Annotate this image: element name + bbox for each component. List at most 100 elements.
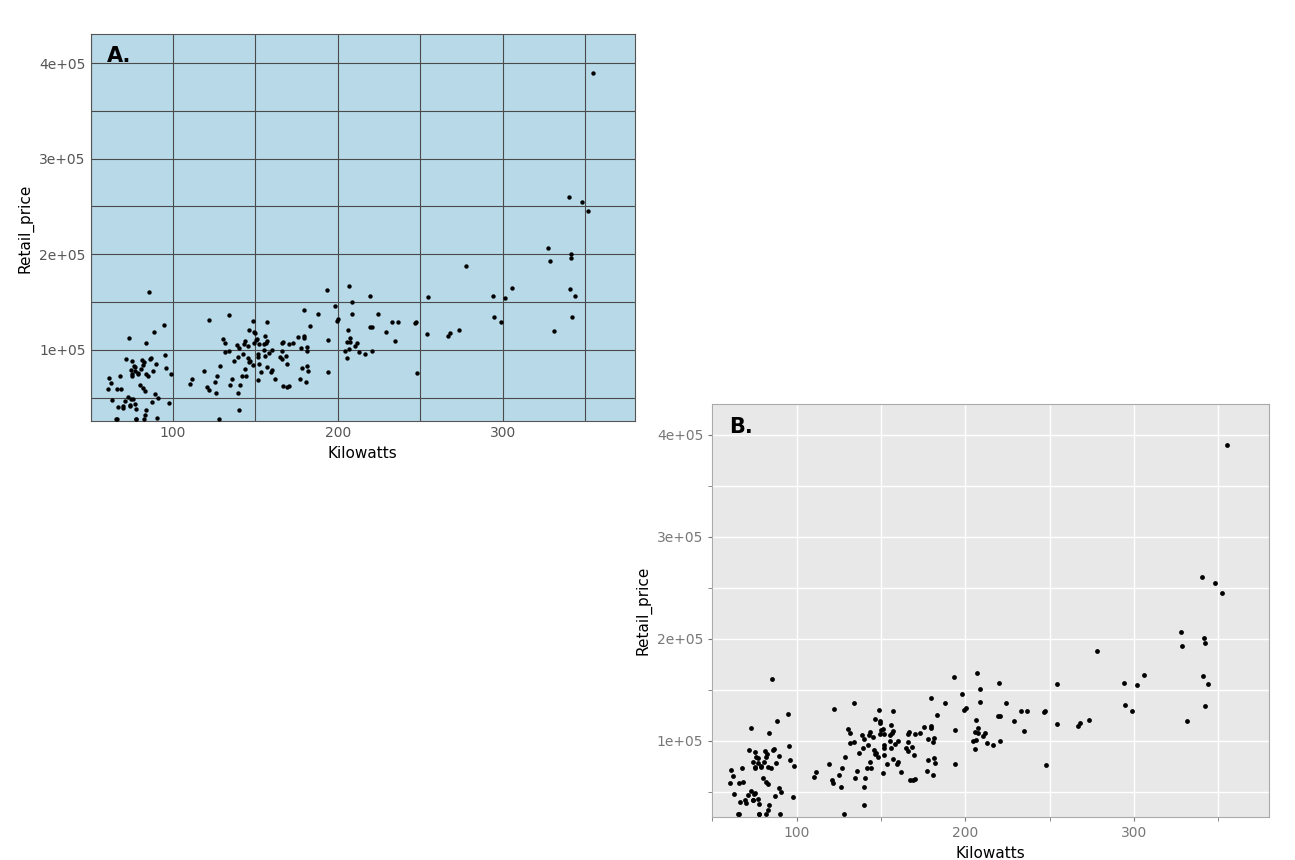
Point xyxy=(290,372,311,385)
Point xyxy=(758,803,778,817)
Point xyxy=(934,696,954,709)
Point xyxy=(855,771,875,785)
Point xyxy=(989,710,1010,723)
Point xyxy=(831,761,852,775)
Point xyxy=(741,783,761,797)
Point xyxy=(767,715,787,728)
Point xyxy=(970,682,991,696)
Point xyxy=(1216,438,1237,452)
Point xyxy=(847,765,868,778)
Point xyxy=(751,760,772,774)
Point xyxy=(146,357,167,371)
Point xyxy=(1070,716,1090,730)
Point xyxy=(101,376,122,390)
Point xyxy=(148,390,168,404)
Point xyxy=(1017,704,1037,718)
Point xyxy=(247,347,268,360)
Point xyxy=(277,380,298,394)
Point xyxy=(852,728,873,742)
Point xyxy=(755,775,776,789)
X-axis label: Kilowatts: Kilowatts xyxy=(328,445,398,461)
Point xyxy=(124,364,145,378)
Point xyxy=(278,379,299,393)
Point xyxy=(903,773,923,787)
Point xyxy=(571,194,592,208)
Point xyxy=(120,392,141,406)
Point xyxy=(743,787,764,801)
X-axis label: Kilowatts: Kilowatts xyxy=(956,845,1026,860)
Point xyxy=(381,315,401,329)
Point xyxy=(228,350,249,364)
Point xyxy=(559,282,580,296)
Point xyxy=(294,332,315,346)
Point xyxy=(126,412,146,426)
Point xyxy=(247,332,268,346)
Point xyxy=(944,757,965,771)
Point xyxy=(818,757,839,771)
Point xyxy=(747,752,768,765)
Point xyxy=(923,735,944,749)
Point xyxy=(1171,625,1191,639)
Point xyxy=(759,726,780,740)
Point xyxy=(1212,586,1233,599)
Point xyxy=(98,371,119,384)
Point xyxy=(868,750,888,764)
Point xyxy=(745,746,765,759)
Point xyxy=(110,369,131,383)
Point xyxy=(956,701,976,715)
Point xyxy=(742,793,763,807)
Point xyxy=(404,316,425,329)
Point xyxy=(122,353,142,367)
Point xyxy=(262,343,282,357)
Point xyxy=(155,348,176,362)
Point xyxy=(879,734,900,747)
Point xyxy=(234,337,255,351)
Point xyxy=(339,280,360,293)
Y-axis label: Retail_price: Retail_price xyxy=(635,566,651,655)
Point xyxy=(1046,716,1067,730)
Point xyxy=(720,776,741,789)
Point xyxy=(804,770,825,783)
Point xyxy=(761,761,782,775)
Point xyxy=(1195,699,1216,713)
Point xyxy=(749,807,769,820)
Point xyxy=(758,777,778,791)
Point xyxy=(227,338,247,352)
Point xyxy=(720,764,741,777)
Point xyxy=(883,724,904,738)
Point xyxy=(732,761,752,775)
Point xyxy=(749,807,769,820)
Point xyxy=(756,750,777,764)
Point xyxy=(342,307,363,321)
Point xyxy=(734,793,755,807)
Point xyxy=(891,765,912,778)
Point xyxy=(888,756,909,770)
Point xyxy=(135,408,155,421)
Point xyxy=(926,709,947,722)
Point xyxy=(272,336,293,350)
Point xyxy=(361,344,382,358)
Point xyxy=(975,726,996,740)
Point xyxy=(944,671,965,685)
Point xyxy=(899,725,919,739)
Point xyxy=(996,696,1017,709)
Point xyxy=(407,366,427,379)
Point xyxy=(1194,631,1215,645)
Point xyxy=(219,344,240,358)
Point xyxy=(360,289,381,303)
Point xyxy=(840,736,861,750)
Point xyxy=(873,766,894,780)
Point xyxy=(271,344,291,358)
Point xyxy=(294,329,315,343)
Point xyxy=(117,352,137,365)
Point xyxy=(723,770,743,783)
Point xyxy=(297,344,317,358)
Point xyxy=(944,723,965,737)
Point xyxy=(316,284,337,298)
Point xyxy=(558,190,579,204)
Point xyxy=(583,65,603,79)
Point xyxy=(887,758,908,771)
Point xyxy=(287,330,308,344)
Point xyxy=(918,753,939,767)
Point xyxy=(483,310,504,323)
